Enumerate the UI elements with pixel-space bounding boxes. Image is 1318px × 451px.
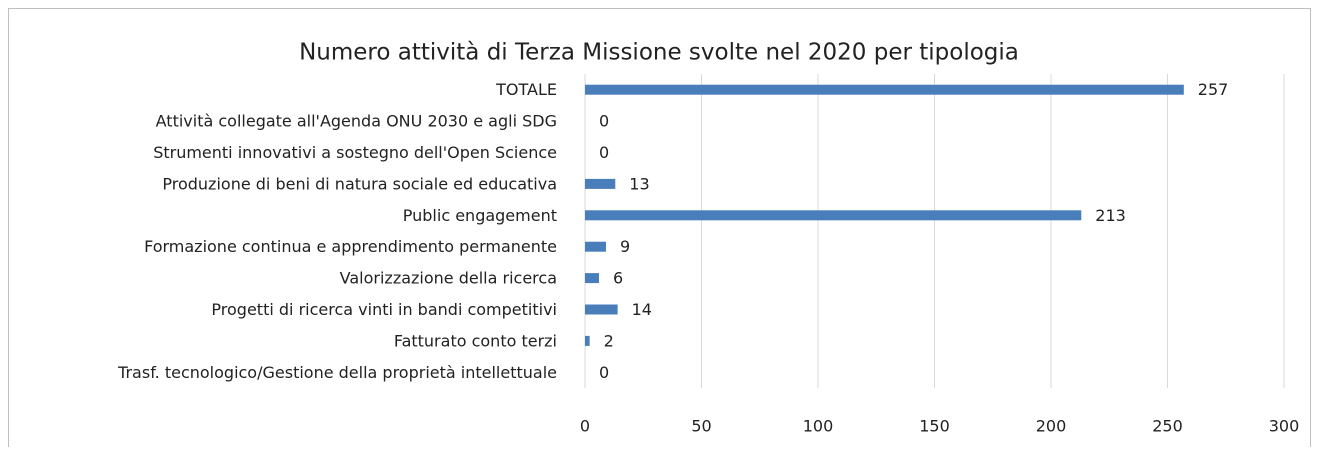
x-tick-label: 50 (691, 417, 711, 436)
chart-title: Numero attività di Terza Missione svolte… (299, 40, 1019, 66)
x-tick-label: 150 (919, 417, 950, 436)
value-label: 14 (632, 300, 652, 319)
value-label: 0 (599, 363, 609, 382)
y-tick-label: TOTALE (495, 80, 557, 99)
y-tick-label: Progetti di ricerca vinti in bandi compe… (211, 300, 557, 319)
bar (585, 304, 618, 315)
x-tick-label: 300 (1269, 417, 1300, 436)
bar (585, 273, 599, 284)
bar (585, 241, 606, 252)
y-tick-label: Trasf. tecnologico/Gestione della propri… (117, 363, 557, 382)
chart-frame (8, 8, 1311, 451)
x-tick-label: 100 (803, 417, 834, 436)
y-tick-label: Attività collegate all'Agenda ONU 2030 e… (156, 112, 557, 131)
y-tick-label: Strumenti innovativi a sostegno dell'Ope… (153, 143, 557, 162)
y-tick-label: Valorizzazione della ricerca (340, 269, 557, 288)
bar (585, 178, 616, 189)
value-label: 2 (604, 331, 614, 350)
value-label: 213 (1095, 206, 1126, 225)
value-label: 13 (629, 174, 649, 193)
y-tick-label: Public engagement (403, 206, 557, 225)
y-tick-label: Produzione di beni di natura sociale ed … (162, 174, 557, 193)
value-label: 6 (613, 269, 623, 288)
bar (585, 335, 590, 346)
value-label: 9 (620, 237, 630, 256)
bar (585, 84, 1184, 95)
value-label: 257 (1198, 80, 1229, 99)
y-tick-label: Fatturato conto terzi (394, 331, 557, 350)
x-tick-label: 0 (580, 417, 590, 436)
x-tick-label: 250 (1152, 417, 1183, 436)
value-label: 0 (599, 143, 609, 162)
value-label: 0 (599, 112, 609, 131)
y-tick-label: Formazione continua e apprendimento perm… (144, 237, 557, 256)
bar (585, 210, 1082, 221)
x-tick-label: 200 (1036, 417, 1067, 436)
